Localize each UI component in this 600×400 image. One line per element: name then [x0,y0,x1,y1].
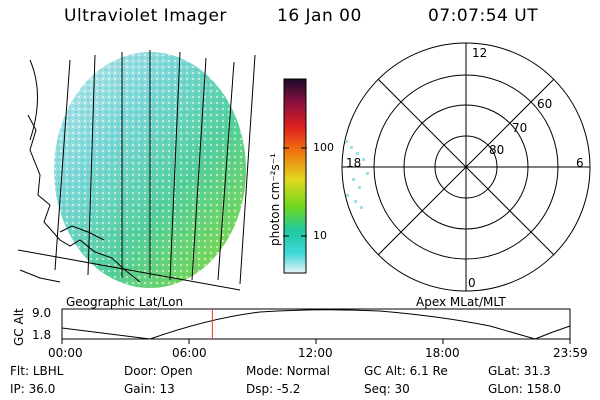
timeline-xtick-3: 18:00 [425,346,460,360]
polar-diag-2 [377,78,555,256]
info-mode: Mode: Normal [246,364,330,378]
map-grid-lines [17,50,256,291]
mlt-label-6: 6 [576,156,584,170]
colorbar-tick-10: 10 [313,229,327,242]
polar-emission-patch [345,140,369,209]
coastline [19,114,141,283]
info-flt: Flt: LBHL [10,364,64,378]
info-gc-alt: GC Alt: 6.1 Re [364,364,448,378]
mlt-label-0: 0 [468,276,476,290]
altitude-curve [61,309,571,340]
info-door: Door: Open [124,364,193,378]
lat-label-60: 60 [537,97,553,111]
info-glat: GLat: 31.3 [488,364,551,378]
info-glon: GLon: 158.0 [488,382,561,396]
instrument-title: Ultraviolet Imager [64,6,227,26]
lat-label-70: 70 [512,121,528,135]
colorbar-tick-100: 100 [313,141,334,154]
timeline-ytick-top: 9.0 [32,306,52,320]
time-label: 07:07:54 UT [428,6,539,26]
info-ip: IP: 36.0 [10,382,56,396]
timeline-xtick-0: 00:00 [48,346,83,360]
mlt-label-12: 12 [472,46,488,60]
date-label: 16 Jan 00 [277,6,362,26]
mlt-label-18: 18 [346,156,362,170]
left-panel-caption: Geographic Lat/Lon [66,295,184,309]
timeline-frame [61,308,571,340]
lat-label-80: 80 [489,143,505,157]
timeline-xtick-1: 06:00 [172,346,207,360]
timeline-ytick-bottom: 1.8 [32,328,52,342]
info-seq: Seq: 30 [364,382,410,396]
info-gain: Gain: 13 [124,382,175,396]
right-panel-caption: Apex MLat/MLT [416,295,506,309]
timeline-xtick-2: 12:00 [298,346,333,360]
colorbar [283,78,307,274]
timeline-xtick-4: 23:59 [553,346,588,360]
info-dsp: Dsp: -5.2 [246,382,301,396]
